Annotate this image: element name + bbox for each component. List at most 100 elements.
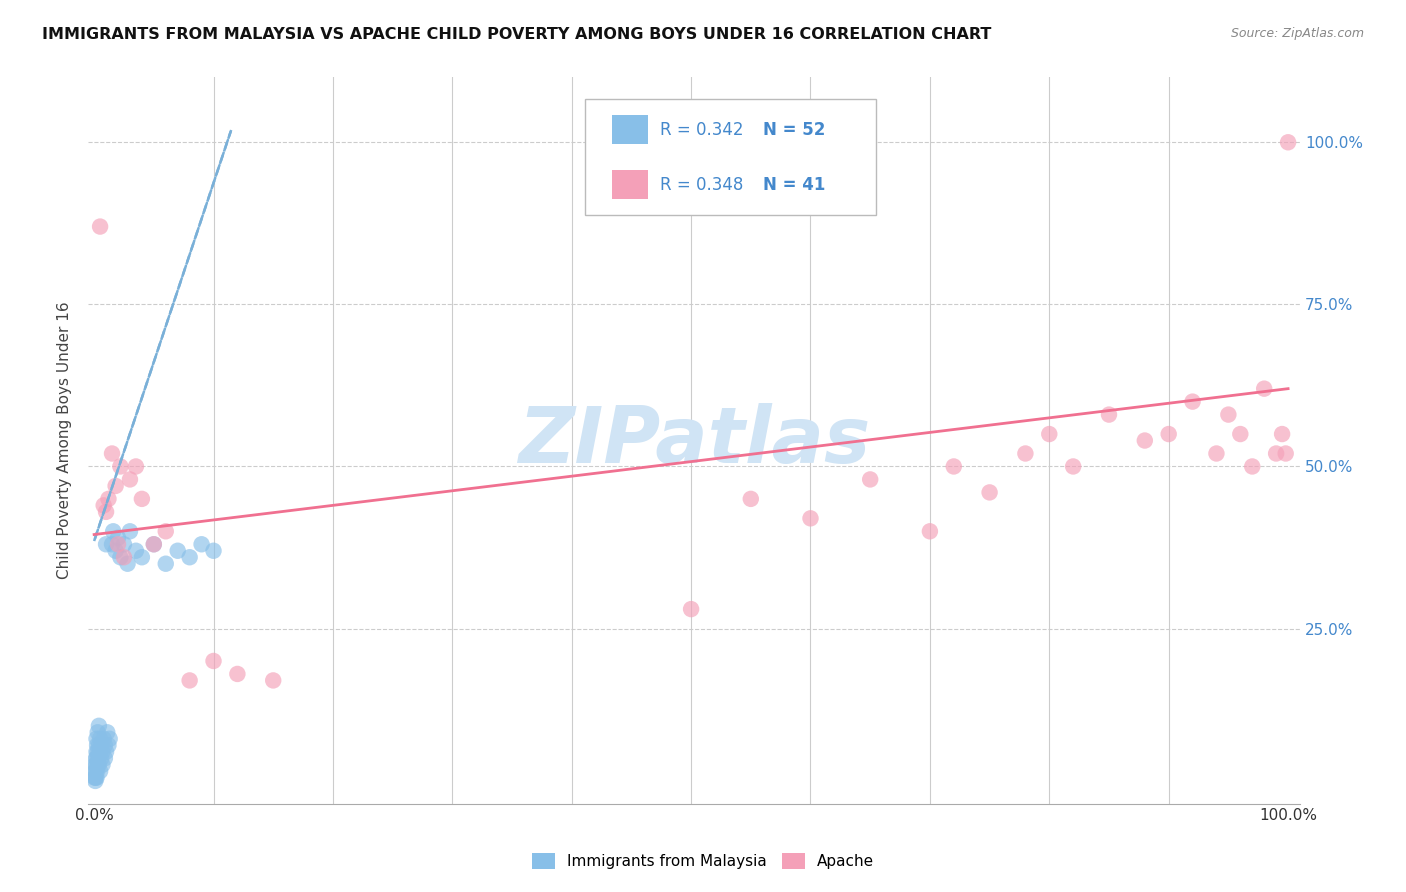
Point xyxy=(104,543,127,558)
Point xyxy=(110,550,132,565)
Point xyxy=(131,491,153,506)
Point xyxy=(262,673,284,688)
Text: N = 52: N = 52 xyxy=(763,120,825,139)
Point xyxy=(155,557,177,571)
Point xyxy=(125,543,148,558)
Point xyxy=(179,673,201,688)
FancyBboxPatch shape xyxy=(612,115,648,145)
Point xyxy=(84,757,107,772)
Point xyxy=(681,602,703,616)
Point xyxy=(118,524,141,539)
Point xyxy=(799,511,821,525)
Point xyxy=(202,654,225,668)
Point xyxy=(94,537,117,551)
Point xyxy=(1253,382,1275,396)
Point xyxy=(93,731,115,746)
Point xyxy=(1014,446,1036,460)
Point xyxy=(1098,408,1121,422)
Point xyxy=(1181,394,1204,409)
Point xyxy=(1133,434,1156,448)
Point xyxy=(104,479,127,493)
Point xyxy=(86,757,108,772)
Point xyxy=(90,738,112,752)
Point xyxy=(859,472,882,486)
Text: N = 41: N = 41 xyxy=(763,176,825,194)
Point xyxy=(96,725,118,739)
Point xyxy=(117,557,139,571)
Point xyxy=(179,550,201,565)
Point xyxy=(89,219,111,234)
Point xyxy=(125,459,148,474)
Point xyxy=(89,745,111,759)
Point xyxy=(90,751,112,765)
Point xyxy=(84,764,107,779)
Point xyxy=(87,757,110,772)
Point xyxy=(190,537,212,551)
Point xyxy=(118,472,141,486)
Point xyxy=(84,773,107,788)
Point xyxy=(84,757,107,772)
Point xyxy=(87,738,110,752)
Point xyxy=(94,745,117,759)
Point xyxy=(1157,427,1180,442)
FancyBboxPatch shape xyxy=(585,99,876,215)
Point xyxy=(97,491,120,506)
Point xyxy=(142,537,165,551)
Point xyxy=(84,764,107,779)
Point xyxy=(101,537,124,551)
Point xyxy=(226,667,249,681)
FancyBboxPatch shape xyxy=(612,170,648,200)
Point xyxy=(142,537,165,551)
Point xyxy=(86,764,108,779)
Point xyxy=(86,745,108,759)
Point xyxy=(86,725,108,739)
Point xyxy=(1274,446,1296,460)
Point xyxy=(107,531,129,545)
Point xyxy=(1062,459,1084,474)
Point xyxy=(94,505,117,519)
Point xyxy=(1218,408,1240,422)
Point xyxy=(112,550,135,565)
Point xyxy=(87,751,110,765)
Point xyxy=(87,719,110,733)
Point xyxy=(1038,427,1060,442)
Point xyxy=(86,751,108,765)
Text: R = 0.342: R = 0.342 xyxy=(661,120,744,139)
Text: R = 0.348: R = 0.348 xyxy=(661,176,744,194)
Point xyxy=(91,757,114,772)
Point xyxy=(1265,446,1288,460)
Text: Source: ZipAtlas.com: Source: ZipAtlas.com xyxy=(1230,27,1364,40)
Point xyxy=(93,499,115,513)
Text: IMMIGRANTS FROM MALAYSIA VS APACHE CHILD POVERTY AMONG BOYS UNDER 16 CORRELATION: IMMIGRANTS FROM MALAYSIA VS APACHE CHILD… xyxy=(42,27,991,42)
Point xyxy=(202,543,225,558)
Point xyxy=(86,745,108,759)
Point xyxy=(1241,459,1264,474)
Point xyxy=(740,491,762,506)
Point xyxy=(155,524,177,539)
Point xyxy=(86,771,108,785)
Point xyxy=(89,764,111,779)
Point xyxy=(107,537,129,551)
Point xyxy=(166,543,188,558)
Point xyxy=(86,731,108,746)
Point xyxy=(112,537,135,551)
Point xyxy=(110,459,132,474)
Point xyxy=(918,524,941,539)
Point xyxy=(979,485,1001,500)
Point xyxy=(91,745,114,759)
Point xyxy=(84,771,107,785)
Point xyxy=(1205,446,1227,460)
Point xyxy=(97,738,120,752)
Point xyxy=(1271,427,1294,442)
Point xyxy=(94,751,117,765)
Point xyxy=(1277,136,1299,150)
Point xyxy=(101,446,124,460)
Point xyxy=(98,731,121,746)
Point xyxy=(94,738,117,752)
Point xyxy=(1229,427,1251,442)
Point xyxy=(942,459,965,474)
Point xyxy=(131,550,153,565)
Point xyxy=(103,524,125,539)
Legend: Immigrants from Malaysia, Apache: Immigrants from Malaysia, Apache xyxy=(526,847,880,875)
Y-axis label: Child Poverty Among Boys Under 16: Child Poverty Among Boys Under 16 xyxy=(58,301,72,579)
